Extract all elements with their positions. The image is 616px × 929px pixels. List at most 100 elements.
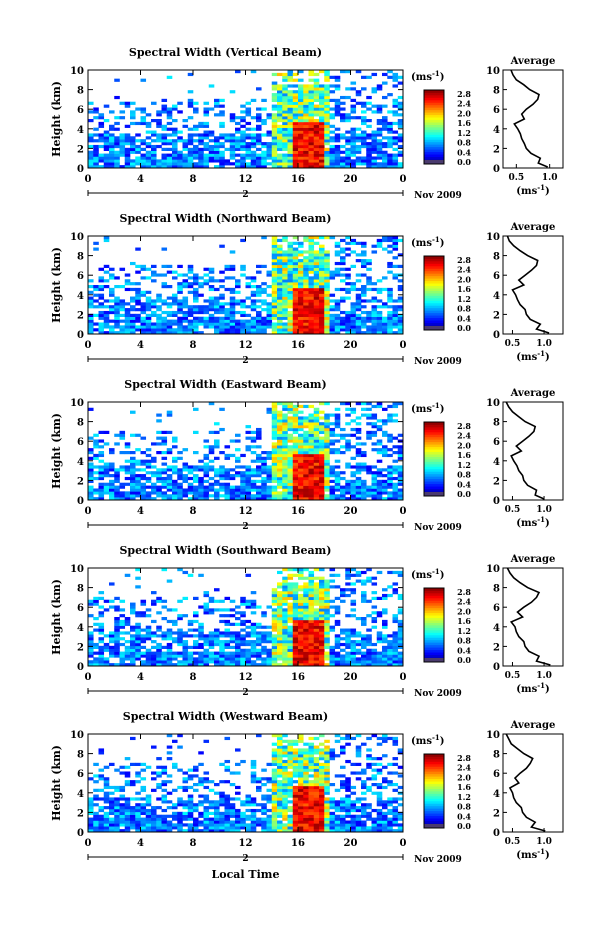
heatmap-cell (355, 259, 362, 263)
heatmap-cell (319, 468, 325, 472)
heatmap-cell (208, 451, 215, 455)
heatmap-cell (198, 121, 204, 126)
heatmap-cell (361, 287, 367, 292)
heatmap-cell (350, 104, 357, 108)
heatmap-cell (376, 84, 383, 88)
heatmap-cell (103, 634, 110, 638)
heatmap-cell (303, 259, 309, 263)
heatmap-cell (271, 153, 278, 157)
heatmap-cell (277, 104, 283, 108)
y-tick-label: 2 (77, 310, 84, 321)
heatmap-cell (303, 113, 309, 117)
heatmap-cell (387, 634, 393, 638)
heatmap-cell (187, 619, 194, 624)
heatmap-cell (355, 826, 362, 830)
heatmap-cell (140, 153, 147, 157)
heatmap-cell (319, 113, 325, 117)
heatmap-cell (319, 90, 325, 94)
heatmap-cell (114, 296, 120, 300)
heatmap-cell (235, 70, 241, 74)
heatmap-cell (224, 325, 231, 329)
heatmap-cell (124, 147, 131, 151)
heatmap-cell (229, 316, 236, 320)
heatmap-cell (172, 459, 178, 463)
heatmap-cell (303, 657, 309, 661)
heatmap-cell (319, 456, 325, 460)
heatmap-cell (355, 453, 362, 458)
heatmap (88, 70, 404, 169)
heatmap-cell (151, 119, 157, 123)
heatmap-cell (187, 645, 194, 649)
heatmap-cell (245, 634, 252, 638)
heatmap-cell (98, 296, 105, 300)
profile-x-tick-label: 1.0 (542, 173, 558, 183)
heatmap-cell (345, 276, 351, 280)
heatmap-cell (271, 325, 278, 329)
heatmap-cell (361, 285, 367, 289)
heatmap-cell (256, 433, 262, 437)
heatmap-cell (324, 651, 330, 655)
heatmap-cell (261, 287, 267, 292)
heatmap-cell (114, 471, 120, 475)
heatmap-cell (298, 436, 304, 440)
heatmap-cell (235, 142, 241, 146)
heatmap-cell (256, 156, 262, 160)
heatmap-cell (319, 279, 325, 283)
heatmap-cell (98, 471, 105, 475)
heatmap-cell (277, 267, 283, 271)
heatmap-cell (250, 430, 257, 434)
heatmap-cell (361, 491, 367, 495)
heatmap-cell (308, 427, 315, 432)
heatmap-cell (298, 70, 304, 74)
heatmap-cell (303, 90, 309, 94)
heatmap-cell (271, 162, 278, 166)
heatmap-cell (366, 267, 372, 271)
heatmap-cell (392, 476, 399, 481)
heatmap-cell (382, 124, 388, 128)
heatmap-cell (282, 156, 288, 160)
heatmap-cell (292, 407, 299, 411)
heatmap-cell (140, 614, 147, 618)
colorbar-tick-label: 1.2 (457, 460, 471, 470)
heatmap-cell (292, 296, 299, 300)
heatmap-cell (114, 302, 120, 306)
heatmap-cell (387, 313, 393, 317)
heatmap-cell (245, 468, 252, 472)
heatmap-cell (287, 482, 294, 486)
heatmap-cell (130, 602, 136, 606)
heatmap-cell (198, 282, 204, 286)
heatmap-cell (271, 823, 278, 827)
heatmap-cell (287, 468, 294, 472)
heatmap-cell (366, 568, 372, 572)
heatmap-cell (361, 121, 367, 126)
heatmap-cell (308, 119, 315, 123)
heatmap-cell (313, 416, 320, 420)
heatmap-cell (140, 817, 147, 821)
heatmap-cell (235, 322, 241, 326)
heatmap-cell (161, 142, 168, 146)
heatmap-cell (308, 247, 315, 251)
heatmap-cell (229, 162, 236, 166)
heatmap-cell (308, 608, 315, 612)
heatmap-cell (313, 256, 320, 260)
heatmap-cell (366, 150, 372, 154)
heatmap-cell (334, 331, 341, 335)
heatmap-cell (271, 256, 278, 260)
heatmap-cell (193, 165, 199, 169)
heatmap-cell (156, 451, 162, 455)
heatmap-cell (177, 290, 183, 294)
heatmap-cell (292, 107, 299, 111)
heatmap-cell (235, 162, 241, 166)
heatmap-cell (355, 476, 362, 481)
heatmap-cell (334, 657, 341, 661)
date-label: Nov 2009 (414, 357, 462, 367)
heatmap-cell (308, 302, 315, 306)
heatmap-cell (88, 826, 94, 830)
heatmap-cell (345, 313, 351, 317)
heatmap-cell (235, 325, 241, 329)
heatmap-cell (292, 319, 299, 323)
heatmap-cell (177, 471, 183, 475)
colorbar-band (424, 429, 444, 433)
heatmap-cell (88, 299, 94, 303)
heatmap-cell (313, 422, 320, 426)
